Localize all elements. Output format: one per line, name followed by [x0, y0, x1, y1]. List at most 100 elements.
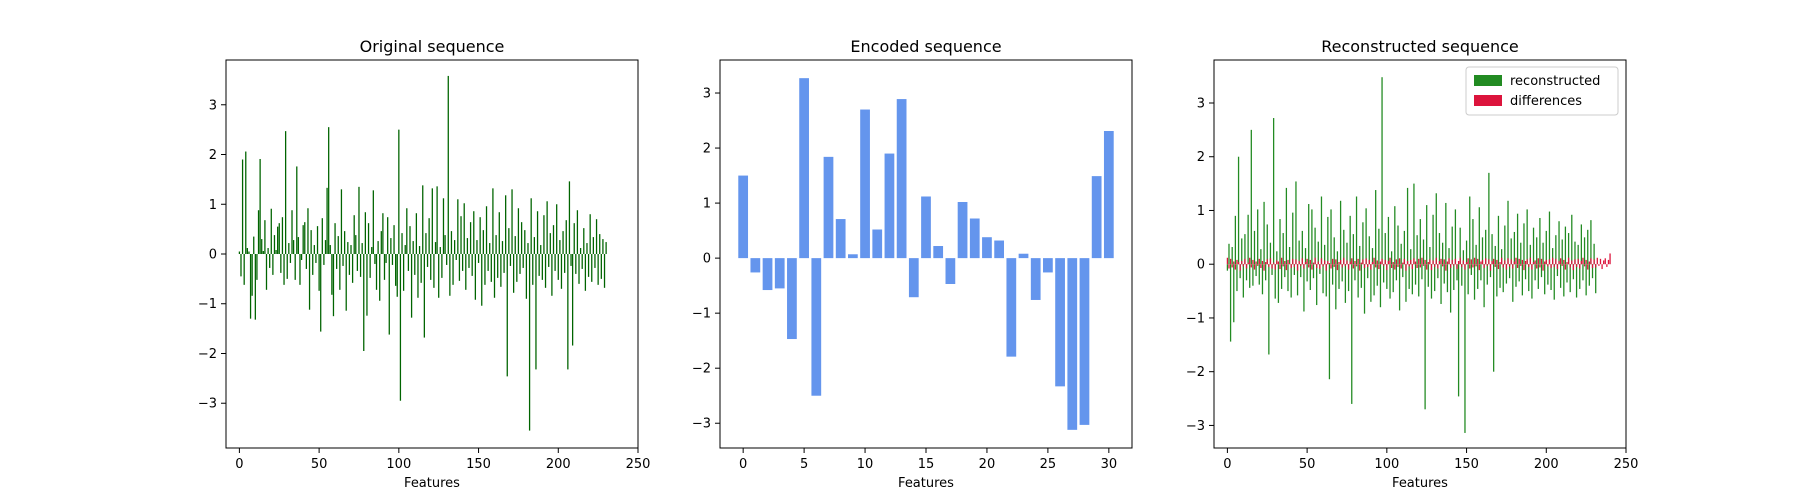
bar	[1395, 259, 1398, 265]
bar	[312, 254, 314, 275]
bar	[246, 248, 249, 254]
bar	[1403, 258, 1406, 265]
bar	[1464, 264, 1466, 433]
bar	[1593, 259, 1595, 265]
legend-label-reconstructed: reconstructed	[1510, 74, 1600, 89]
bar	[1418, 264, 1420, 297]
bar	[1363, 264, 1366, 268]
bar	[1481, 259, 1484, 265]
bar	[1547, 264, 1549, 285]
bar	[1349, 261, 1351, 265]
bar	[1494, 264, 1496, 267]
bar	[1006, 258, 1017, 357]
bar	[1371, 248, 1374, 265]
bar	[407, 254, 410, 271]
bar	[280, 254, 282, 273]
bar	[1604, 258, 1606, 265]
bar	[315, 254, 317, 263]
bar	[1370, 264, 1372, 270]
bar	[474, 254, 477, 300]
bar	[342, 254, 344, 266]
x-tick-label: 150	[1454, 457, 1479, 472]
bar	[269, 254, 271, 268]
bar	[1413, 183, 1415, 265]
bar	[329, 245, 331, 254]
bar	[599, 234, 601, 254]
bar	[267, 248, 269, 254]
bar	[1437, 264, 1439, 269]
bar	[1338, 262, 1340, 265]
y-tick-label: 0	[1197, 258, 1205, 273]
bar	[860, 109, 870, 259]
bar	[458, 254, 461, 281]
bar	[262, 251, 264, 254]
bar	[1574, 241, 1576, 265]
bar	[500, 254, 502, 287]
bar	[1457, 260, 1460, 265]
bar	[1529, 244, 1531, 265]
bar	[576, 210, 579, 254]
chart-title-encoded: Encoded sequence	[850, 37, 1001, 56]
bar	[353, 215, 355, 254]
bar	[1427, 262, 1429, 265]
bar	[1609, 253, 1611, 265]
bar	[1472, 264, 1474, 268]
bar	[1599, 258, 1602, 265]
bar	[1261, 264, 1264, 295]
bar	[1561, 239, 1563, 265]
bar	[570, 254, 572, 266]
bar	[1529, 257, 1531, 265]
bar	[1277, 264, 1280, 303]
bar	[1559, 258, 1562, 265]
bar	[1247, 262, 1249, 265]
y-tick-label: 2	[703, 142, 711, 157]
bar	[535, 254, 537, 370]
bar	[415, 213, 418, 254]
bar	[1333, 264, 1335, 267]
bar	[1245, 264, 1248, 281]
bar	[1607, 259, 1610, 265]
bar	[1485, 229, 1487, 265]
bar	[1443, 259, 1445, 265]
bar	[1403, 230, 1406, 265]
bar	[1585, 264, 1587, 296]
bar	[1249, 264, 1251, 288]
bar	[509, 254, 512, 266]
bar	[359, 254, 362, 277]
bar	[1462, 260, 1465, 265]
bar	[540, 245, 542, 254]
y-tick-label: 0	[209, 248, 217, 263]
bar	[508, 228, 510, 254]
bar	[1314, 227, 1316, 265]
bar	[1531, 264, 1533, 299]
bar	[1571, 214, 1573, 265]
bar	[1451, 226, 1453, 265]
bar	[406, 208, 408, 254]
bar	[1513, 231, 1516, 265]
bar	[1467, 258, 1469, 265]
bar	[1241, 238, 1243, 265]
bar	[367, 223, 370, 254]
bar	[1292, 258, 1294, 265]
legend-swatch-reconstructed	[1474, 75, 1502, 86]
bar	[1242, 264, 1244, 267]
bar	[568, 181, 571, 254]
bar	[1242, 264, 1244, 298]
bar	[364, 212, 366, 254]
bar	[387, 217, 389, 254]
bar	[468, 254, 470, 268]
bar	[554, 254, 556, 271]
bar	[363, 254, 365, 351]
bar	[431, 188, 433, 254]
bar	[1435, 257, 1437, 265]
bar	[305, 254, 307, 269]
bar	[527, 243, 529, 254]
bar	[1347, 264, 1350, 292]
bar	[1237, 156, 1240, 265]
bar	[1414, 264, 1417, 285]
bar	[1355, 196, 1358, 265]
bar	[1534, 260, 1536, 265]
bar	[1531, 264, 1533, 270]
bar	[1516, 264, 1519, 268]
bar	[602, 239, 604, 254]
